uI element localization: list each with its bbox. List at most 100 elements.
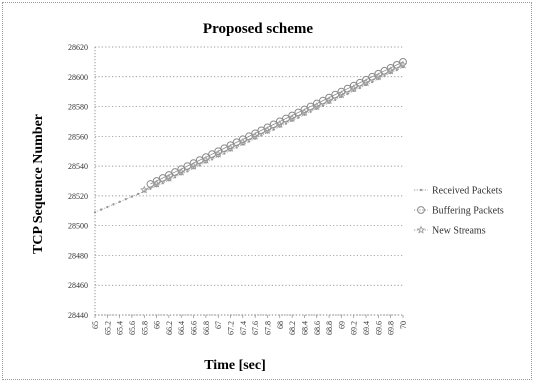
data-point (136, 192, 140, 196)
data-point (358, 86, 362, 90)
data-point (386, 66, 395, 75)
series-line (94, 66, 404, 213)
x-tick-label: 68 (276, 321, 285, 329)
legend-entry: Buffering Packets (414, 206, 504, 217)
data-point (334, 98, 337, 102)
data-point (275, 119, 285, 129)
legend-label: Buffering Packets (432, 206, 504, 217)
data-point (374, 72, 383, 81)
data-point (189, 161, 198, 170)
data-point (263, 125, 272, 134)
data-point (152, 179, 161, 188)
x-tick-label: 69 (337, 321, 346, 329)
data-point (149, 187, 152, 190)
data-point (297, 116, 300, 119)
x-tick-label: 69.8 (387, 321, 396, 335)
x-tick-label: 66.6 (190, 321, 199, 335)
y-tick-label: 28560 (68, 132, 88, 141)
data-point (324, 96, 334, 105)
data-point (238, 137, 248, 146)
x-tick-label: 67.4 (239, 321, 248, 335)
chart-title: Proposed scheme (203, 21, 313, 37)
chart-frame (2, 2, 532, 380)
legend-marker (419, 188, 423, 192)
data-point (201, 155, 211, 164)
x-tick-label: 67.6 (251, 321, 260, 335)
data-point (300, 108, 309, 117)
legend-entry: New Streams (414, 226, 486, 237)
x-tick-label: 69.6 (374, 321, 383, 335)
x-tick-label: 65.6 (128, 321, 137, 335)
data-point (361, 78, 371, 87)
y-tick-label: 28460 (68, 281, 88, 290)
data-point (247, 140, 251, 143)
data-point (250, 131, 260, 140)
y-tick-label: 28620 (68, 43, 88, 52)
legend-label: Received Packets (432, 186, 502, 197)
data-point (213, 149, 223, 158)
data-point (140, 185, 149, 194)
data-point (226, 143, 235, 152)
data-point (99, 208, 103, 211)
y-tick-label: 28600 (68, 73, 88, 82)
x-axis-label: Time [sec] (204, 358, 266, 373)
x-tick-label: 66 (153, 321, 162, 329)
x-tick-label: 65 (91, 321, 100, 329)
data-point (177, 167, 186, 176)
data-point (349, 84, 358, 93)
x-tick-label: 68.6 (313, 321, 322, 335)
data-point (287, 114, 297, 123)
data-point (272, 128, 275, 131)
x-tick-label: 67.8 (263, 321, 272, 335)
y-tick-label: 28500 (68, 222, 88, 231)
x-tick-label: 65.4 (116, 321, 125, 335)
legend-label: New Streams (432, 226, 486, 237)
data-point (321, 104, 325, 108)
x-tick-label: 65.8 (140, 321, 149, 335)
x-tick-label: 67 (214, 321, 223, 329)
legend-marker (417, 206, 425, 214)
data-point (93, 211, 97, 214)
data-point (312, 102, 321, 111)
y-tick-label: 28520 (68, 192, 88, 201)
y-axis-label: TCP Sequence Number (31, 114, 46, 254)
data-point (106, 205, 109, 209)
data-point (173, 176, 177, 179)
data-point (398, 60, 408, 69)
x-tick-label: 70 (399, 321, 408, 329)
y-tick-label: 28440 (68, 311, 88, 320)
data-point (124, 197, 128, 201)
y-tick-label: 28480 (68, 251, 88, 260)
x-tick-label: 69.2 (350, 321, 359, 335)
data-point (346, 92, 349, 96)
data-point (235, 146, 238, 149)
series-1 (146, 57, 407, 188)
data-point (164, 173, 174, 182)
x-tick-label: 66.8 (202, 321, 211, 335)
data-point (130, 195, 134, 198)
x-tick-label: 69.4 (362, 321, 371, 335)
data-point (383, 74, 386, 78)
data-point (198, 164, 201, 167)
plot-area: 28620 28600 28580 28560 28540 28520 28500 28480… (68, 43, 408, 335)
x-tick-label: 66.4 (177, 321, 186, 335)
data-point (118, 200, 121, 204)
data-point (223, 152, 226, 155)
data-point (337, 90, 346, 99)
x-tick-label: 68.4 (300, 321, 309, 335)
legend-marker (416, 225, 426, 234)
data-point (186, 170, 189, 173)
x-tick-label: 66.2 (165, 321, 174, 335)
data-point (309, 110, 312, 113)
x-tick-label: 68.8 (325, 321, 334, 335)
data-point (284, 122, 288, 125)
x-tick-label: 67.2 (227, 321, 236, 335)
series-2 (140, 60, 408, 194)
legend: Received Packets Buffering Packets New Str… (414, 186, 504, 237)
legend-entry: Received Packets (414, 186, 502, 197)
data-point (210, 158, 214, 161)
series-line (144, 64, 404, 191)
data-point (395, 68, 399, 72)
x-tick-label: 65.2 (103, 321, 112, 335)
